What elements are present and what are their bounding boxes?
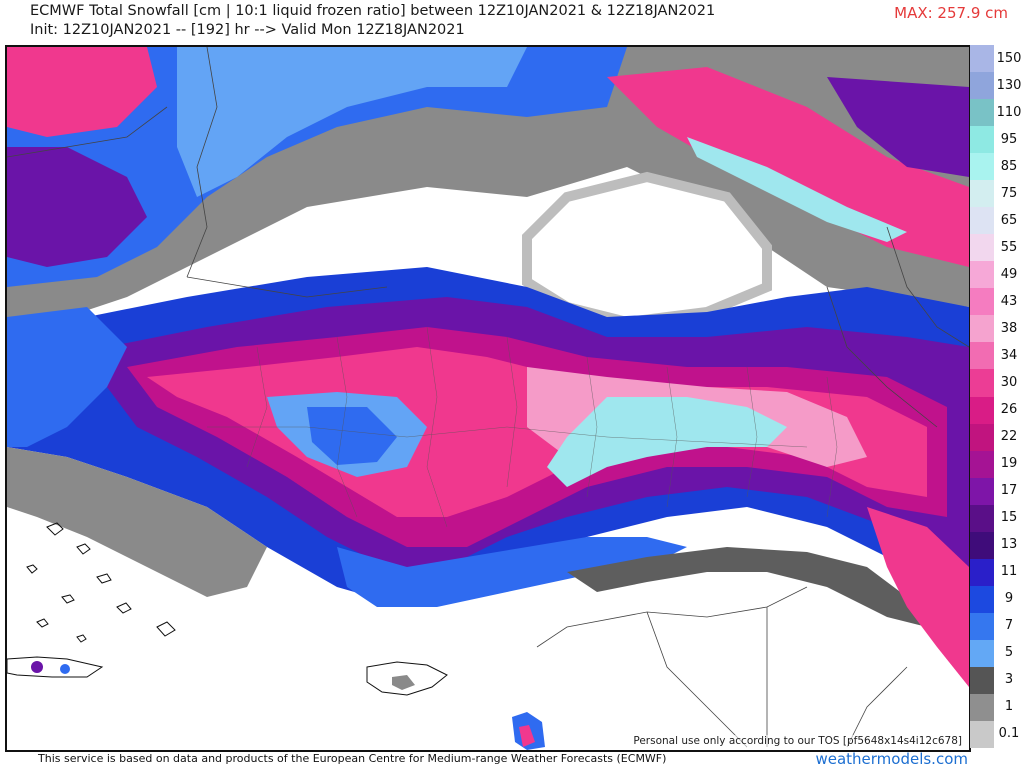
- colorbar-swatch: [970, 693, 994, 722]
- black-sea: [527, 177, 767, 322]
- ecmwf-credit: This service is based on data and produc…: [38, 752, 667, 765]
- colorbar-label: 17: [1000, 483, 1018, 499]
- colorbar-label: 15: [1000, 510, 1018, 526]
- colorbar-swatch: [970, 234, 994, 262]
- colorbar-label: 34: [1000, 347, 1018, 363]
- snow-region-caucasus-cyan: [687, 137, 907, 242]
- snow-region-aegean-gray: [7, 447, 267, 597]
- colorbar-swatch: [970, 180, 994, 208]
- max-value-label: MAX: 257.9 cm: [894, 4, 1008, 22]
- colorbar-label: 55: [1000, 239, 1018, 255]
- cyprus-snow: [392, 675, 415, 690]
- map-subtitle: Init: 12Z10JAN2021 -- [192] hr --> Valid…: [30, 22, 465, 38]
- colorbar-swatch: [970, 720, 994, 749]
- colorbar-swatch: [970, 639, 994, 668]
- colorbar-swatch: [970, 558, 994, 587]
- snow-region-blue-north: [7, 47, 627, 287]
- colorbar-label: 43: [1000, 293, 1018, 309]
- terms-disclaimer: Personal use only according to our TOS […: [630, 735, 965, 747]
- colorbar-swatch: [970, 612, 994, 641]
- colorbar-swatch: [970, 99, 994, 127]
- colorbar-swatch: [970, 153, 994, 181]
- colorbar-label: 85: [1000, 158, 1018, 174]
- colorbar-swatch: [970, 342, 994, 370]
- colorbar-label: 26: [1000, 402, 1018, 418]
- colorbar-label: 110: [996, 104, 1022, 120]
- colorbar-legend: 150 130 110 95 85 75 65 55 49 43 38 34 30 26 22 19 17 15 1…: [970, 45, 1022, 749]
- country-borders: [7, 47, 969, 748]
- snow-region-lightblue-north: [177, 47, 527, 197]
- colorbar-swatch: [970, 396, 994, 425]
- snowfall-map: Personal use only according to our TOS […: [5, 45, 971, 752]
- brand-link[interactable]: weathermodels.com: [815, 750, 968, 768]
- crete-snow-spot-2: [60, 664, 70, 674]
- colorbar-swatch: [970, 504, 994, 533]
- colorbar-swatch: [970, 531, 994, 560]
- colorbar-label: 11: [1000, 564, 1018, 580]
- colorbar-label: 3: [1004, 672, 1014, 688]
- colorbar-swatch: [970, 315, 994, 343]
- colorbar-swatch: [970, 369, 994, 397]
- colorbar-label: 65: [1000, 212, 1018, 228]
- colorbar-label: 1: [1004, 699, 1014, 715]
- colorbar-label: 13: [1000, 537, 1018, 553]
- colorbar-label: 30: [1000, 374, 1018, 390]
- colorbar-label: 7: [1004, 618, 1014, 634]
- snow-region-purple-northwest: [7, 147, 147, 267]
- snow-region-caucasus: [607, 67, 969, 267]
- colorbar-swatch: [970, 45, 994, 73]
- colorbar-swatch: [970, 450, 994, 479]
- colorbar-label: 130: [996, 77, 1022, 93]
- crete-snow-spot-1: [31, 661, 43, 673]
- colorbar-swatch: [970, 207, 994, 235]
- snow-region-pink-northwest: [7, 47, 157, 137]
- colorbar-label: 9: [1004, 591, 1014, 607]
- snow-region-east-pink: [867, 507, 969, 687]
- colorbar-swatch: [970, 477, 994, 506]
- map-canvas: [7, 47, 969, 750]
- province-borders: [207, 326, 838, 528]
- colorbar-label: 95: [1000, 131, 1018, 147]
- colorbar-swatch: [970, 666, 994, 695]
- snow-region-south-blue: [337, 537, 687, 607]
- lebanon-snow-pink: [519, 725, 535, 747]
- snow-region-caucasus-purple: [827, 77, 969, 177]
- header: ECMWF Total Snowfall [cm | 10:1 liquid f…: [0, 0, 1024, 44]
- colorbar-label: 150: [996, 50, 1022, 66]
- footer: This service is based on data and produc…: [0, 750, 1024, 768]
- colorbar-label: 22: [1000, 429, 1018, 445]
- colorbar-label: 49: [1000, 266, 1018, 282]
- snow-region-central-blue2: [307, 407, 397, 465]
- colorbar-label: 38: [1000, 320, 1018, 336]
- colorbar-label: 75: [1000, 185, 1018, 201]
- colorbar-swatch: [970, 72, 994, 100]
- colorbar-label: 19: [1000, 456, 1018, 472]
- aegean-islands: [26, 522, 176, 643]
- colorbar-label: 0.1: [998, 726, 1020, 742]
- crete-outline: [7, 656, 104, 678]
- colorbar-swatch: [970, 261, 994, 289]
- colorbar-swatch: [970, 585, 994, 614]
- snow-region-west-blue: [7, 307, 127, 447]
- colorbar-swatch: [970, 126, 994, 154]
- map-title: ECMWF Total Snowfall [cm | 10:1 liquid f…: [30, 3, 716, 19]
- colorbar-label: 5: [1004, 645, 1014, 661]
- snow-region-anatolia-cyan: [547, 397, 787, 487]
- colorbar-swatch: [970, 288, 994, 316]
- snow-region-south-gray: [567, 547, 927, 627]
- colorbar-swatch: [970, 423, 994, 452]
